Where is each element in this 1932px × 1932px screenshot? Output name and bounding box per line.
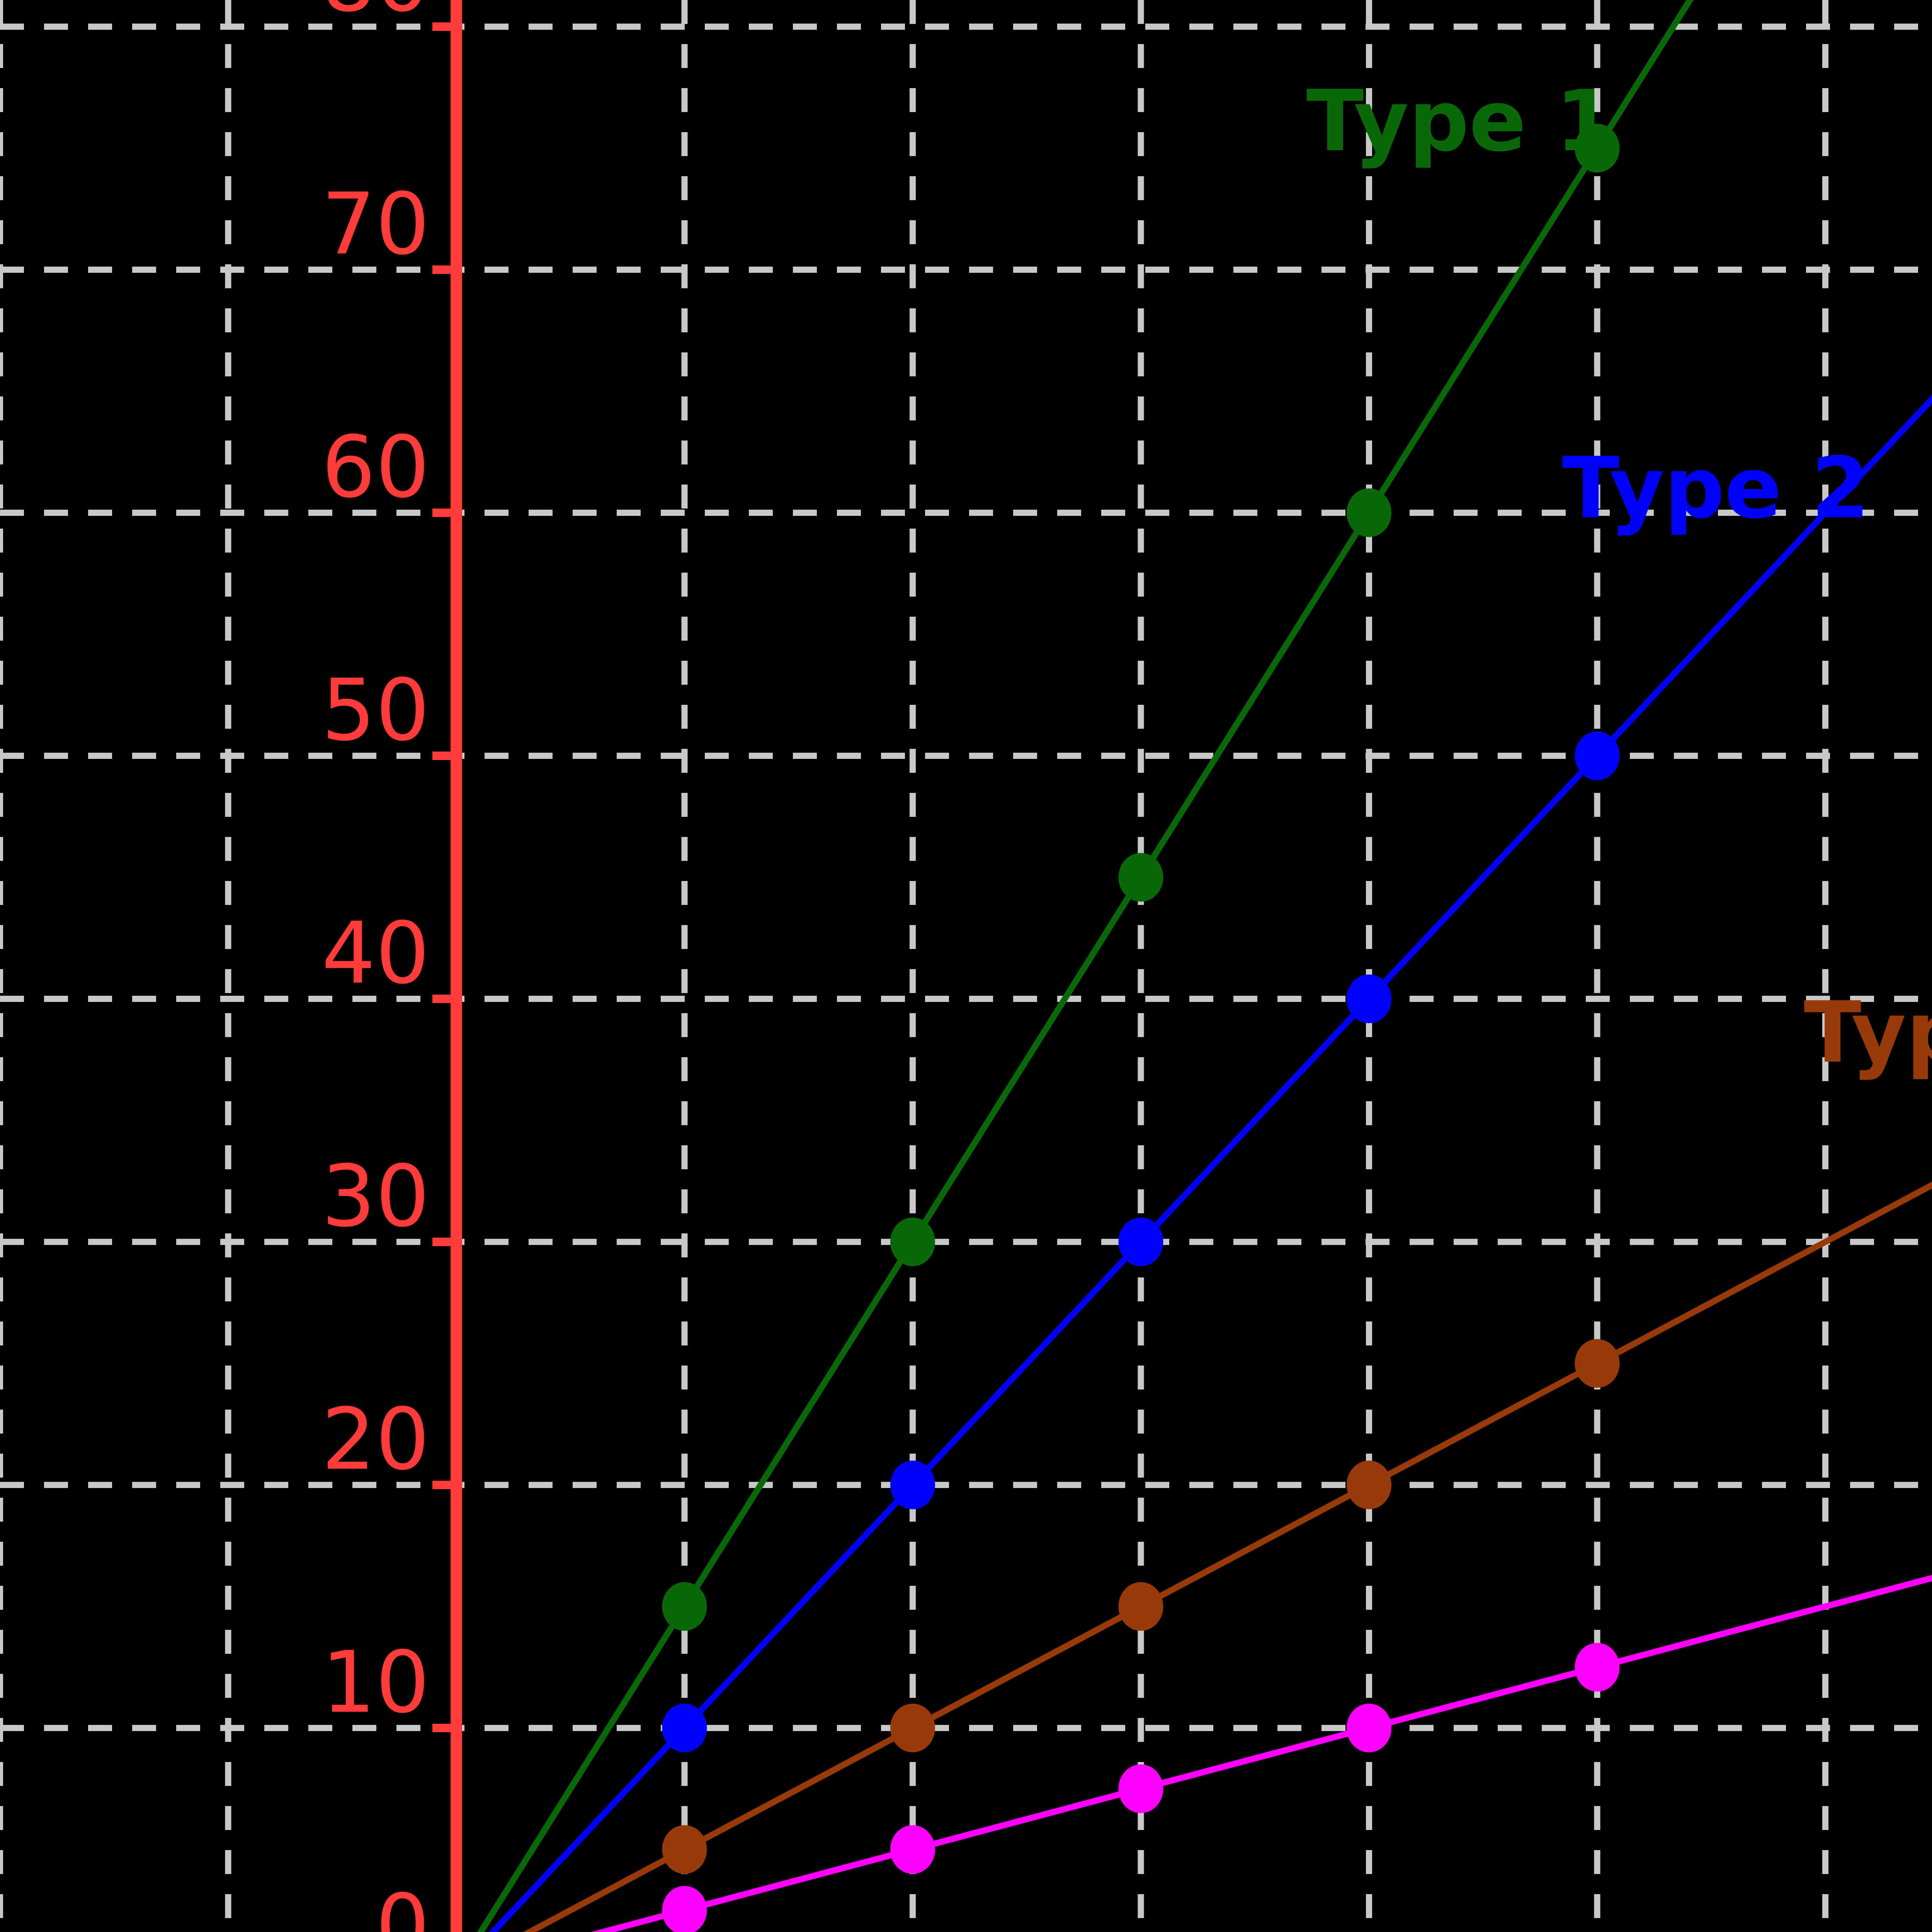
- data-point-type-4-x20: [1347, 1704, 1391, 1752]
- series-line-type-4: [591, 1575, 1932, 1932]
- data-point-type-1-x5: [662, 1582, 707, 1631]
- data-point-type-4-x5: [662, 1886, 707, 1932]
- data-point-type-4-x10: [890, 1825, 935, 1874]
- data-point-type-1-x15: [1118, 853, 1163, 902]
- data-point-type-2-x10: [890, 1461, 935, 1509]
- data-point-type-3-x20: [1347, 1461, 1391, 1509]
- y-tick-label-80: 80: [321, 0, 430, 31]
- legend-label-type-1: Type 1: [1306, 73, 1614, 170]
- data-point-type-2-x25: [1575, 731, 1620, 780]
- data-point-type-1-x25: [1575, 124, 1620, 173]
- y-tick-label-0: 0: [376, 1876, 430, 1932]
- data-point-type-3-x15: [1118, 1582, 1163, 1631]
- data-point-type-2-x5: [662, 1704, 707, 1752]
- data-point-type-2-x15: [1118, 1218, 1163, 1266]
- data-point-type-1-x20: [1347, 488, 1391, 537]
- y-tick-label-20: 20: [321, 1390, 430, 1489]
- data-point-type-2-x20: [1347, 975, 1391, 1023]
- y-tick-label-70: 70: [321, 175, 430, 274]
- y-tick-label-10: 10: [321, 1633, 430, 1732]
- data-point-type-4-x15: [1118, 1764, 1163, 1813]
- data-point-type-3-x10: [890, 1704, 935, 1752]
- y-tick-label-30: 30: [321, 1147, 430, 1246]
- legend-label-type-3: Type 3: [1804, 984, 1932, 1082]
- data-point-type-1-x10: [890, 1218, 935, 1266]
- legend-label-type-2: Type 2: [1562, 440, 1869, 537]
- y-tick-label-40: 40: [321, 904, 430, 1003]
- y-tick-label-50: 50: [321, 661, 430, 760]
- data-point-type-3-x5: [662, 1825, 707, 1874]
- series-line-type-3: [523, 1181, 1932, 1932]
- data-point-type-4-x25: [1575, 1643, 1620, 1692]
- y-tick-label-60: 60: [321, 418, 430, 517]
- data-point-type-3-x25: [1575, 1339, 1620, 1388]
